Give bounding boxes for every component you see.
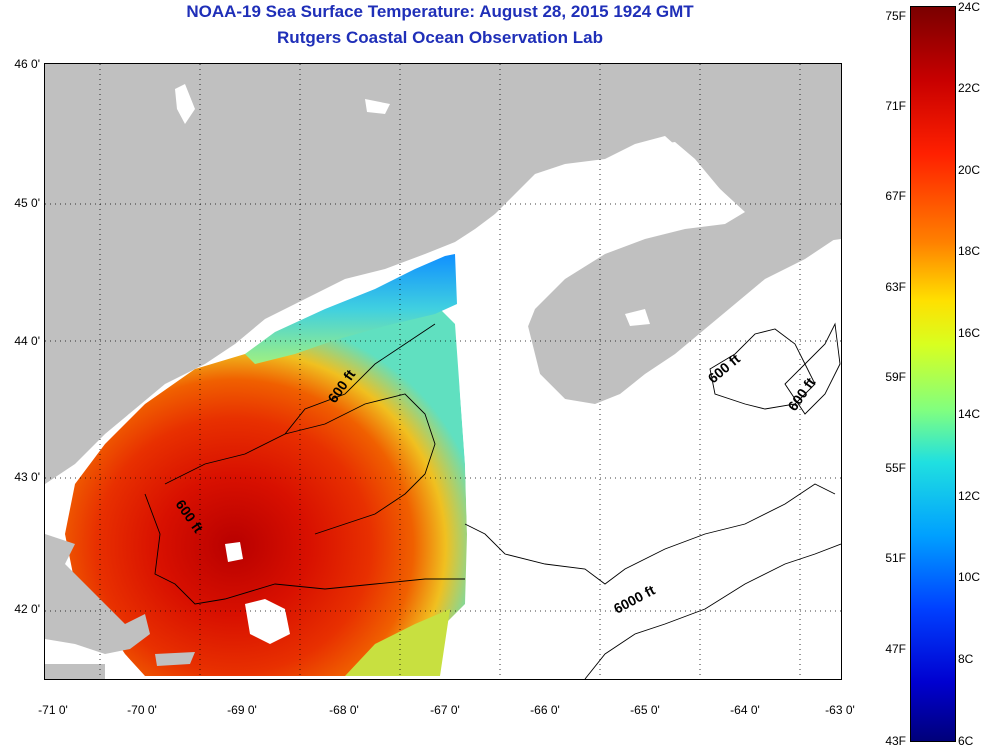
colorbar-c-label: 8C (958, 652, 974, 666)
colorbar-f-label: 51F (885, 551, 906, 565)
map-title: NOAA-19 Sea Surface Temperature: August … (186, 2, 694, 21)
sst-field-cold (245, 254, 457, 364)
colorbar-c-label: 20C (958, 163, 981, 177)
lat-label-43: 43 0' (14, 470, 40, 484)
no-data-ocean (457, 142, 841, 679)
colorbar-f-label: 47F (885, 642, 906, 656)
land-islands (155, 652, 195, 666)
colorbar-c-label: 14C (958, 407, 981, 421)
sst-field-warm (65, 304, 467, 676)
lat-label-44: 44 0' (14, 334, 40, 348)
colorbar-f-label: 75F (885, 9, 906, 23)
lake (625, 309, 650, 326)
lake (365, 99, 390, 114)
land-cape-cod (45, 534, 150, 654)
lat-label-46: 46 0' (14, 57, 40, 71)
land-islands (45, 664, 105, 679)
lon-label-68: -68 0' (329, 703, 359, 717)
lake (175, 84, 195, 124)
lon-label-69: -69 0' (227, 703, 257, 717)
lon-label-70: -70 0' (127, 703, 157, 717)
lat-label-42: 42 0' (14, 602, 40, 616)
land-maine-nb (45, 64, 841, 484)
lon-label-66: -66 0' (530, 703, 560, 717)
colorbar-f-label: 63F (885, 280, 906, 294)
colorbar-f-label: 43F (885, 734, 906, 748)
colorbar-c-label: 22C (958, 81, 981, 95)
colorbar-c-label: 10C (958, 570, 981, 584)
sst-map: 600 ft 600 ft 600 ft 600 ft 6000 ft (44, 63, 842, 680)
lon-label-67: -67 0' (430, 703, 460, 717)
lon-label-63: -63 0' (825, 703, 855, 717)
colorbar-c-label: 18C (958, 244, 981, 258)
lon-label-65: -65 0' (630, 703, 660, 717)
cloud-patch (245, 599, 290, 644)
colorbar-c-label: 24C (958, 0, 981, 14)
map-canvas: 600 ft 600 ft 600 ft 600 ft 6000 ft (45, 64, 841, 679)
lat-label-45: 45 0' (14, 196, 40, 210)
bathymetry-contours (144, 322, 841, 679)
map-subtitle: Rutgers Coastal Ocean Observation Lab (277, 28, 603, 47)
colorbar-c-label: 12C (958, 489, 981, 503)
lon-label-64: -64 0' (730, 703, 760, 717)
lon-label-71: -71 0' (38, 703, 68, 717)
colorbar-f-label: 71F (885, 99, 906, 113)
colorbar-c-label: 16C (958, 326, 981, 340)
colorbar-f-label: 55F (885, 461, 906, 475)
colorbar-f-label: 67F (885, 189, 906, 203)
temperature-colorbar (910, 6, 956, 742)
sst-field-south (345, 609, 450, 676)
colorbar-c-label: 6C (958, 734, 974, 748)
cloud-patch (225, 542, 243, 562)
colorbar-f-label: 59F (885, 370, 906, 384)
